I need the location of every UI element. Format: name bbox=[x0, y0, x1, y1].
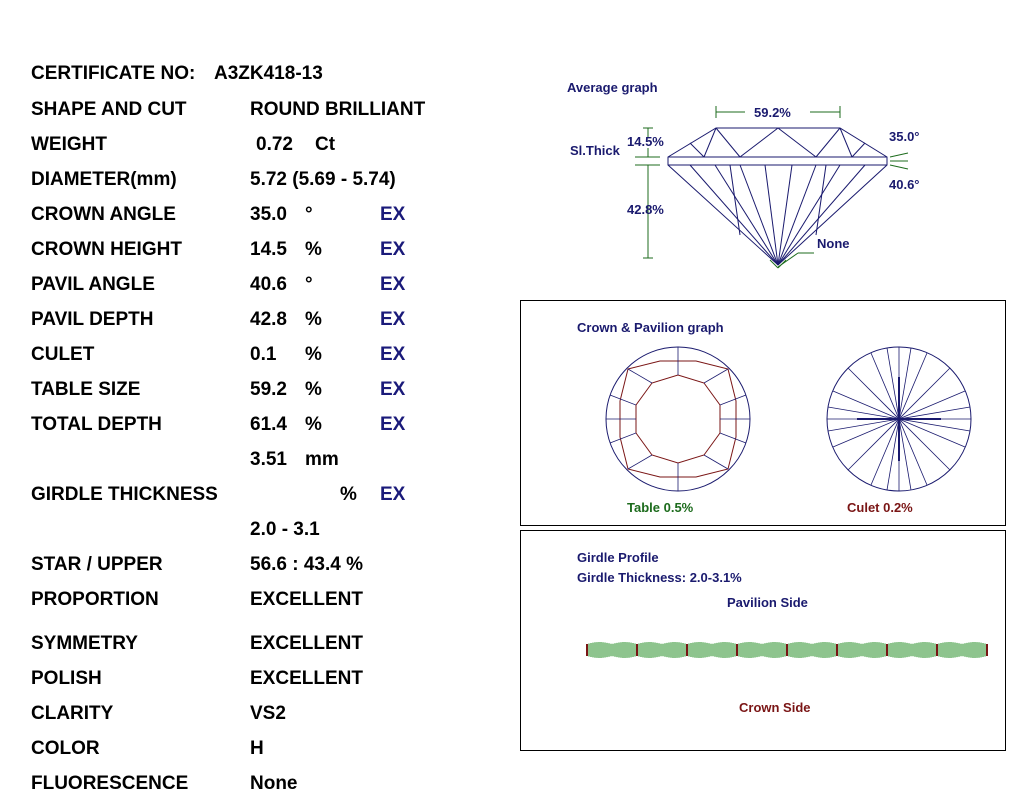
value: 42.8 bbox=[250, 309, 287, 330]
grade: EX bbox=[380, 274, 406, 295]
average-graph: Average graph 59.2% 14.5% Sl.Thick 42.8% bbox=[540, 75, 980, 275]
label: CLARITY bbox=[31, 703, 114, 724]
pavilion-depth-label: 42.8% bbox=[627, 202, 664, 217]
value: EXCELLENT bbox=[250, 633, 363, 654]
girdle-strip bbox=[586, 642, 988, 658]
value: 14.5 bbox=[250, 239, 287, 260]
label: PAVIL ANGLE bbox=[31, 274, 155, 295]
grade: EX bbox=[380, 414, 406, 435]
label: STAR / UPPER bbox=[31, 554, 163, 575]
grade: EX bbox=[380, 484, 406, 505]
crown-height-dimension bbox=[635, 127, 660, 259]
table-percentage-label: Table 0.5% bbox=[627, 500, 694, 515]
table-label: 59.2% bbox=[754, 105, 791, 120]
crown-height-label: 14.5% bbox=[627, 134, 664, 149]
value: 61.4 bbox=[250, 414, 287, 435]
unit: ° bbox=[305, 204, 313, 225]
label: CROWN HEIGHT bbox=[31, 239, 182, 260]
label: SHAPE AND CUT bbox=[31, 99, 187, 120]
grade: EX bbox=[380, 204, 406, 225]
crown-pavilion-title: Crown & Pavilion graph bbox=[577, 320, 724, 335]
crown-pavilion-diagrams bbox=[605, 346, 972, 492]
label: PAVIL DEPTH bbox=[31, 309, 154, 330]
crown-side-label: Crown Side bbox=[739, 700, 811, 715]
label: CULET bbox=[31, 344, 95, 365]
unit: Ct bbox=[315, 134, 336, 155]
diamond-shape bbox=[667, 127, 888, 266]
value: 3.51 bbox=[250, 449, 287, 470]
label: PROPORTION bbox=[31, 589, 159, 610]
girdle-thickness-text: Girdle Thickness: 2.0-3.1% bbox=[577, 570, 742, 585]
value: 2.0 - 3.1 bbox=[250, 519, 320, 540]
value: H bbox=[250, 738, 264, 759]
value: ROUND BRILLIANT bbox=[250, 99, 426, 120]
unit: % bbox=[305, 309, 322, 330]
table-dimension bbox=[715, 106, 841, 118]
value: 0.72 bbox=[256, 134, 293, 155]
unit: % bbox=[305, 414, 322, 435]
label: TABLE SIZE bbox=[31, 379, 141, 400]
angle-markers bbox=[889, 152, 909, 170]
average-graph-title: Average graph bbox=[567, 80, 658, 95]
value: None bbox=[250, 773, 298, 794]
label: CROWN ANGLE bbox=[31, 204, 176, 225]
grade: EX bbox=[380, 309, 406, 330]
unit: mm bbox=[305, 449, 339, 470]
label: TOTAL DEPTH bbox=[31, 414, 162, 435]
label: SYMMETRY bbox=[31, 633, 138, 654]
unit: % bbox=[340, 484, 357, 505]
girdle-profile-title: Girdle Profile bbox=[577, 550, 659, 565]
grade: EX bbox=[380, 344, 406, 365]
culet-percentage-label: Culet 0.2% bbox=[847, 500, 913, 515]
value: EXCELLENT bbox=[250, 668, 363, 689]
grade: EX bbox=[380, 239, 406, 260]
unit: % bbox=[305, 239, 322, 260]
value: EXCELLENT bbox=[250, 589, 363, 610]
label: DIAMETER(mm) bbox=[31, 169, 177, 190]
pavilion-side-label: Pavilion Side bbox=[727, 595, 808, 610]
girdle-profile-panel: Girdle Profile Girdle Thickness: 2.0-3.1… bbox=[520, 530, 1006, 751]
value: 40.6 bbox=[250, 274, 287, 295]
value: 35.0 bbox=[250, 204, 287, 225]
unit: % bbox=[305, 379, 322, 400]
crown-angle-label: 35.0° bbox=[889, 129, 920, 144]
pavilion-angle-label: 40.6° bbox=[889, 177, 920, 192]
crown-pavilion-panel: Crown & Pavilion graph bbox=[520, 300, 1006, 526]
grade: EX bbox=[380, 379, 406, 400]
value: VS2 bbox=[250, 703, 286, 724]
label: WEIGHT bbox=[31, 134, 107, 155]
crown-view bbox=[605, 346, 751, 492]
unit: % bbox=[305, 344, 322, 365]
value: 5.72 (5.69 - 5.74) bbox=[250, 169, 396, 190]
culet-pointer bbox=[769, 252, 814, 269]
culet-label: None bbox=[817, 236, 850, 251]
pavilion-view bbox=[826, 346, 972, 492]
label: FLUORESCENCE bbox=[31, 773, 189, 794]
value: 59.2 bbox=[250, 379, 287, 400]
value: 56.6 : 43.4 % bbox=[250, 554, 364, 575]
label: COLOR bbox=[31, 738, 100, 759]
certificate-label: CERTIFICATE NO: bbox=[31, 63, 196, 84]
unit: ° bbox=[305, 274, 313, 295]
diamond-profile-diagram: Average graph 59.2% 14.5% Sl.Thick 42.8% bbox=[567, 80, 920, 269]
value: 0.1 bbox=[250, 344, 277, 365]
certificate-number: A3ZK418-13 bbox=[214, 63, 323, 84]
label: POLISH bbox=[31, 668, 102, 689]
girdle-label: Sl.Thick bbox=[570, 143, 621, 158]
label: GIRDLE THICKNESS bbox=[31, 484, 218, 505]
